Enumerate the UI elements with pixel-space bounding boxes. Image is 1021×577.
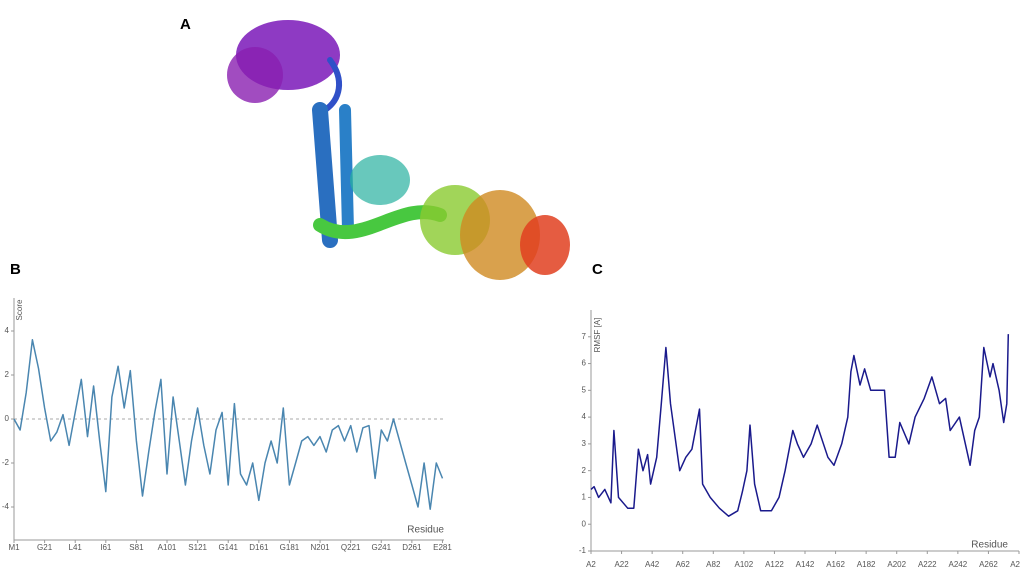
- x-tick-label: L41: [69, 543, 83, 552]
- x-tick-label: D161: [249, 543, 269, 552]
- x-tick-label: A262: [979, 560, 998, 569]
- y-tick-label: 2: [582, 466, 587, 475]
- x-tick-label: A102: [735, 560, 754, 569]
- x-tick-label: A62: [676, 560, 691, 569]
- y-tick-label: 3: [582, 439, 587, 448]
- x-tick-label: A202: [887, 560, 906, 569]
- y-tick-label: -2: [2, 458, 10, 467]
- x-tick-label: A2: [1010, 560, 1020, 569]
- x-tick-label: A162: [826, 560, 845, 569]
- x-tick-label: A122: [765, 560, 784, 569]
- x-tick-label: G241: [371, 543, 391, 552]
- x-tick-label: G21: [37, 543, 53, 552]
- y-tick-label: 1: [582, 493, 587, 502]
- x-tick-label: S121: [188, 543, 207, 552]
- panel-label: C: [592, 261, 603, 278]
- y-tick-label: -4: [2, 502, 10, 511]
- x-tick-label: A42: [645, 560, 660, 569]
- x-tick-label: G141: [218, 543, 238, 552]
- y-tick-label: 4: [582, 412, 587, 421]
- x-tick-label: A142: [796, 560, 815, 569]
- x-tick-label: M1: [8, 543, 20, 552]
- x-tick-label: A242: [949, 560, 968, 569]
- x-tick-label: Q221: [341, 543, 361, 552]
- y-tick-label: 0: [5, 414, 10, 423]
- data-line: [590, 334, 1010, 517]
- x-tick-label: A22: [614, 560, 629, 569]
- protein-structure: [227, 20, 570, 280]
- x-tick-label: A182: [857, 560, 876, 569]
- y-tick-label: 7: [582, 332, 587, 341]
- x-tick-label: S81: [129, 543, 144, 552]
- x-axis-label: Residue: [407, 525, 444, 536]
- y-axis-label: Score: [15, 299, 24, 320]
- panel-label: A: [180, 16, 191, 33]
- y-tick-label: 6: [582, 359, 587, 368]
- y-tick-label: 4: [5, 326, 10, 335]
- x-axis-label: Residue: [971, 540, 1008, 551]
- x-tick-label: A82: [706, 560, 721, 569]
- y-axis-label: RMSF [A]: [593, 318, 602, 353]
- y-tick-label: 0: [582, 519, 587, 528]
- x-tick-label: A222: [918, 560, 937, 569]
- x-tick-label: E281: [433, 543, 452, 552]
- y-tick-label: -1: [579, 546, 587, 555]
- x-tick-label: D261: [402, 543, 422, 552]
- panel-label: B: [10, 261, 21, 278]
- x-tick-label: N201: [310, 543, 330, 552]
- x-tick-label: A2: [586, 560, 596, 569]
- y-tick-label: 5: [582, 385, 587, 394]
- x-tick-label: G181: [280, 543, 300, 552]
- y-tick-label: 2: [5, 370, 10, 379]
- x-tick-label: I61: [100, 543, 112, 552]
- x-tick-label: A101: [158, 543, 177, 552]
- data-line: [13, 339, 444, 510]
